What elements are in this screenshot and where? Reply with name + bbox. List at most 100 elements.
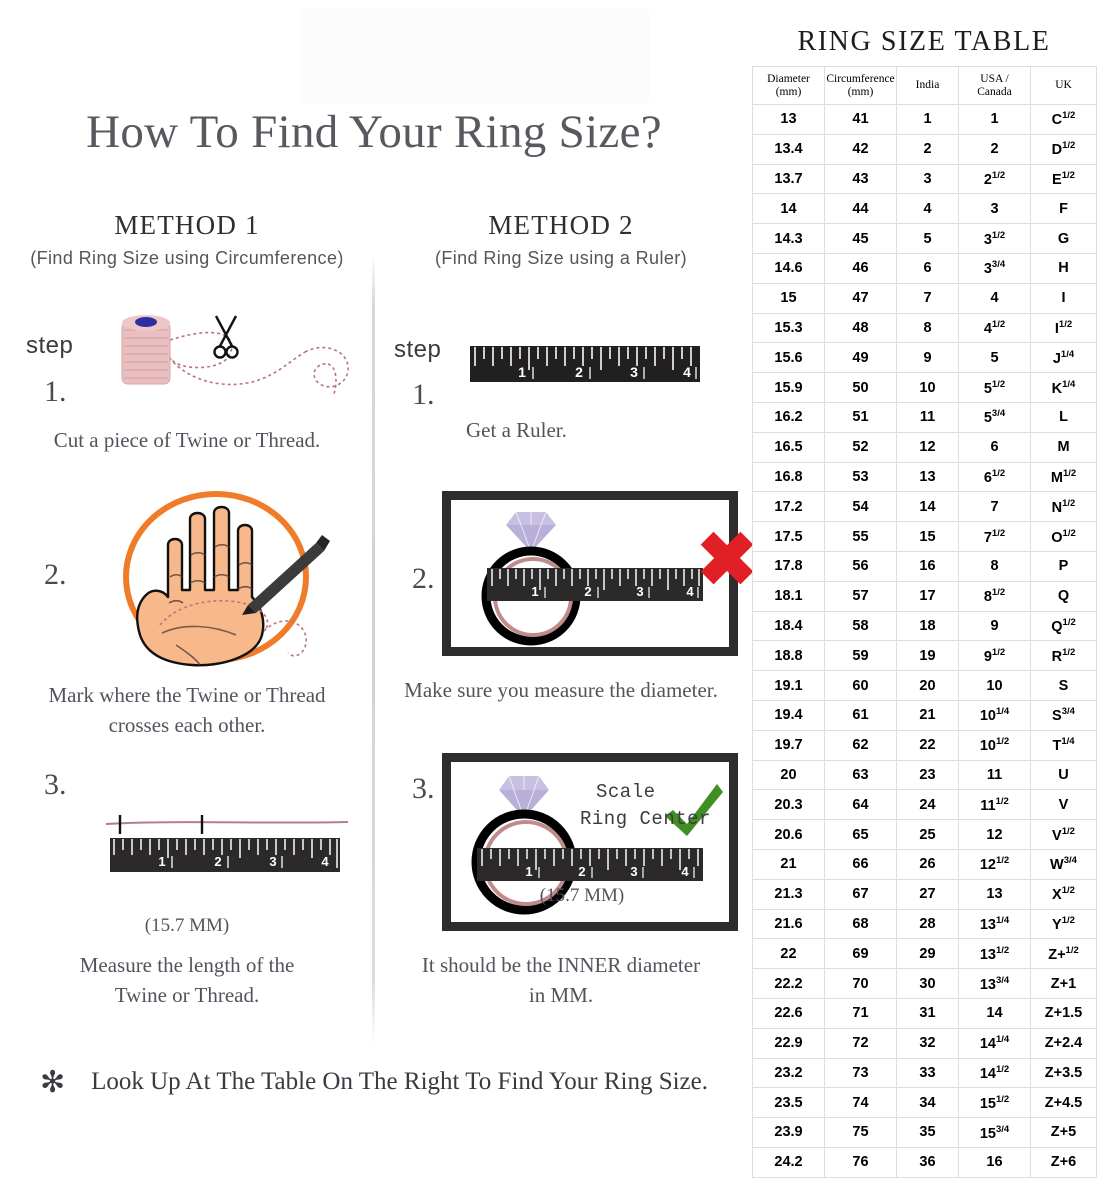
table-cell-r14-c3: 71/2 — [958, 521, 1031, 552]
table-cell-r11-c1: 52 — [824, 431, 897, 463]
table-cell-r32-c0: 23.2 — [752, 1057, 825, 1089]
m1-step3-caption: Measure the length of the Twine or Threa… — [79, 953, 295, 1007]
table-cell-r35-c2: 36 — [896, 1146, 959, 1178]
m1-ruler: 1 2 3 4 — [110, 838, 340, 872]
svg-text:4: 4 — [681, 864, 689, 879]
ring-size-table: Diameter (mm) Circumference (mm) India USA / C… — [752, 66, 1097, 1178]
table-cell-r5-c1: 46 — [824, 252, 897, 284]
table-cell-r3-c1: 44 — [824, 193, 897, 225]
method-2-heading: METHOD 2 — [488, 210, 634, 240]
diamond-icon — [506, 511, 556, 553]
asterisk-icon: ✻ — [39, 1066, 66, 1099]
table-cell-r30-c4: Z+1.5 — [1030, 997, 1097, 1029]
table-cell-r32-c3: 141/2 — [958, 1057, 1031, 1089]
table-cell-r13-c0: 17.2 — [752, 491, 825, 523]
m1-ruler-label-2: 2 — [214, 854, 221, 869]
table-cell-r16-c0: 18.1 — [752, 580, 825, 612]
table-row: 20.3 64 24 111/2 V — [752, 789, 1097, 821]
table-row: 21 66 26 121/2 W3/4 — [752, 848, 1097, 880]
table-cell-r25-c1: 66 — [824, 848, 897, 880]
m2-step2-frame: 1 2 3 4 — [442, 491, 738, 656]
table-col-header-1: Circumference (mm) — [824, 66, 897, 105]
table-cell-r27-c4: Y1/2 — [1030, 908, 1097, 940]
table-cell-r18-c2: 19 — [896, 640, 959, 672]
footnote-text: Look Up At The Table On The Right To Fin… — [91, 1068, 709, 1095]
table-cell-r18-c3: 91/2 — [958, 640, 1031, 672]
m1-ruler-label-4: 4 — [321, 854, 329, 869]
table-cell-r26-c1: 67 — [824, 878, 897, 910]
m1-step1-caption: Cut a piece of Twine or Thread. — [53, 428, 321, 452]
table-cell-r23-c1: 64 — [824, 789, 897, 821]
svg-text:2: 2 — [584, 584, 591, 599]
m2-step1-caption: Get a Ruler. — [466, 418, 567, 442]
table-cell-r32-c4: Z+3.5 — [1030, 1057, 1097, 1089]
table-cell-r23-c0: 20.3 — [752, 789, 825, 821]
table-row: 22.2 70 30 133/4 Z+1 — [752, 968, 1097, 999]
page-title: How To Find Your Ring Size? — [86, 106, 662, 158]
table-cell-r25-c0: 21 — [752, 848, 825, 880]
table-cell-r27-c2: 28 — [896, 908, 959, 940]
table-cell-r34-c1: 75 — [824, 1117, 897, 1148]
table-cell-r15-c1: 56 — [824, 550, 897, 582]
table-cell-r16-c2: 17 — [896, 580, 959, 612]
table-row: 18.8 59 19 91/2 R1/2 — [752, 640, 1097, 672]
table-cell-r31-c2: 32 — [896, 1027, 959, 1059]
table-header-row: Diameter (mm) Circumference (mm) India USA / C… — [752, 66, 1097, 105]
table-row: 15.6 49 9 5 J1/4 — [752, 342, 1097, 374]
table-cell-r9-c4: K1/4 — [1030, 372, 1097, 403]
table-cell-r14-c2: 15 — [896, 521, 959, 552]
table-cell-r12-c4: M1/2 — [1030, 461, 1097, 493]
twine-illustration — [110, 306, 360, 402]
table-cell-r1-c0: 13.4 — [752, 133, 825, 165]
table-cell-r0-c2: 1 — [896, 104, 959, 135]
table-cell-r35-c3: 16 — [958, 1146, 1031, 1178]
table-cell-r6-c0: 15 — [752, 282, 825, 314]
table-cell-r28-c1: 69 — [824, 938, 897, 970]
table-cell-r7-c1: 48 — [824, 312, 897, 344]
m1-step1-number: 1. — [44, 375, 67, 408]
table-row: 15 47 7 4 I — [752, 282, 1097, 314]
table-row: 19.4 61 21 101/4 S3/4 — [752, 699, 1097, 731]
table-cell-r9-c0: 15.9 — [752, 372, 825, 403]
table-cell-r18-c4: R1/2 — [1030, 640, 1097, 672]
svg-text:1: 1 — [531, 584, 538, 599]
m2-step3-number: 3. — [412, 772, 435, 805]
table-cell-r6-c1: 47 — [824, 282, 897, 314]
table-cell-r25-c2: 26 — [896, 848, 959, 880]
table-cell-r4-c4: G — [1030, 223, 1097, 254]
table-cell-r23-c2: 24 — [896, 789, 959, 821]
svg-text:3: 3 — [636, 584, 643, 599]
table-cell-r5-c3: 33/4 — [958, 252, 1031, 284]
table-cell-r28-c4: Z+1/2 — [1030, 938, 1097, 970]
table-cell-r34-c3: 153/4 — [958, 1117, 1031, 1148]
table-row: 19.1 60 20 10 S — [752, 670, 1097, 701]
table-cell-r21-c4: T1/4 — [1030, 729, 1097, 761]
table-cell-r26-c0: 21.3 — [752, 878, 825, 910]
hand-illustration — [100, 485, 360, 675]
svg-text:2: 2 — [575, 364, 583, 380]
table-row: 15.9 50 10 51/2 K1/4 — [752, 372, 1097, 403]
table-cell-r5-c2: 6 — [896, 252, 959, 284]
method-1-subheading: (Find Ring Size using Circumference) — [30, 248, 344, 268]
table-cell-r15-c0: 17.8 — [752, 550, 825, 582]
footnote: ✻ Look Up At The Table On The Right To Fi… — [0, 1065, 748, 1100]
table-cell-r30-c0: 22.6 — [752, 997, 825, 1029]
m1-step1-word: step — [26, 332, 74, 359]
table-cell-r5-c0: 14.6 — [752, 252, 825, 284]
table-cell-r33-c2: 34 — [896, 1087, 959, 1119]
table-cell-r21-c2: 22 — [896, 729, 959, 761]
table-cell-r30-c3: 14 — [958, 997, 1031, 1029]
table-cell-r19-c1: 60 — [824, 670, 897, 701]
table-cell-r35-c4: Z+6 — [1030, 1146, 1097, 1178]
table-row: 14 44 4 3 F — [752, 193, 1097, 225]
table-row: 15.3 48 8 41/2 I1/2 — [752, 312, 1097, 344]
table-cell-r20-c1: 61 — [824, 699, 897, 731]
table-cell-r24-c3: 12 — [958, 819, 1031, 850]
table-cell-r3-c4: F — [1030, 193, 1097, 225]
scale-label-line1: Scale — [596, 781, 656, 803]
table-cell-r3-c3: 3 — [958, 193, 1031, 225]
table-row: 19.7 62 22 101/2 T1/4 — [752, 729, 1097, 761]
svg-text:1: 1 — [518, 364, 526, 380]
table-row: 17.5 55 15 71/2 O1/2 — [752, 521, 1097, 552]
